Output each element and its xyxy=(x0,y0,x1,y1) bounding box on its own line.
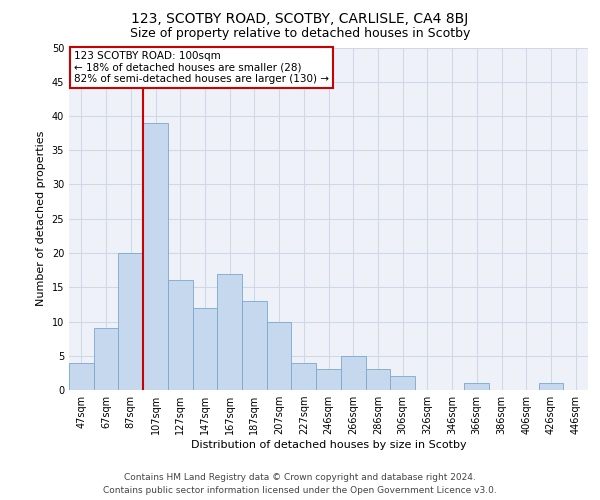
Bar xyxy=(292,362,316,390)
Text: Contains HM Land Registry data © Crown copyright and database right 2024.
Contai: Contains HM Land Registry data © Crown c… xyxy=(103,474,497,495)
Bar xyxy=(464,383,489,390)
Bar xyxy=(267,322,292,390)
Bar xyxy=(341,356,365,390)
Bar xyxy=(118,253,143,390)
Bar xyxy=(242,301,267,390)
Bar xyxy=(94,328,118,390)
Bar xyxy=(168,280,193,390)
Bar xyxy=(365,370,390,390)
Bar xyxy=(539,383,563,390)
Text: 123 SCOTBY ROAD: 100sqm
← 18% of detached houses are smaller (28)
82% of semi-de: 123 SCOTBY ROAD: 100sqm ← 18% of detache… xyxy=(74,51,329,84)
X-axis label: Distribution of detached houses by size in Scotby: Distribution of detached houses by size … xyxy=(191,440,466,450)
Y-axis label: Number of detached properties: Number of detached properties xyxy=(36,131,46,306)
Bar xyxy=(193,308,217,390)
Text: Size of property relative to detached houses in Scotby: Size of property relative to detached ho… xyxy=(130,28,470,40)
Bar xyxy=(316,370,341,390)
Text: 123, SCOTBY ROAD, SCOTBY, CARLISLE, CA4 8BJ: 123, SCOTBY ROAD, SCOTBY, CARLISLE, CA4 … xyxy=(131,12,469,26)
Bar xyxy=(143,123,168,390)
Bar xyxy=(69,362,94,390)
Bar xyxy=(390,376,415,390)
Bar xyxy=(217,274,242,390)
